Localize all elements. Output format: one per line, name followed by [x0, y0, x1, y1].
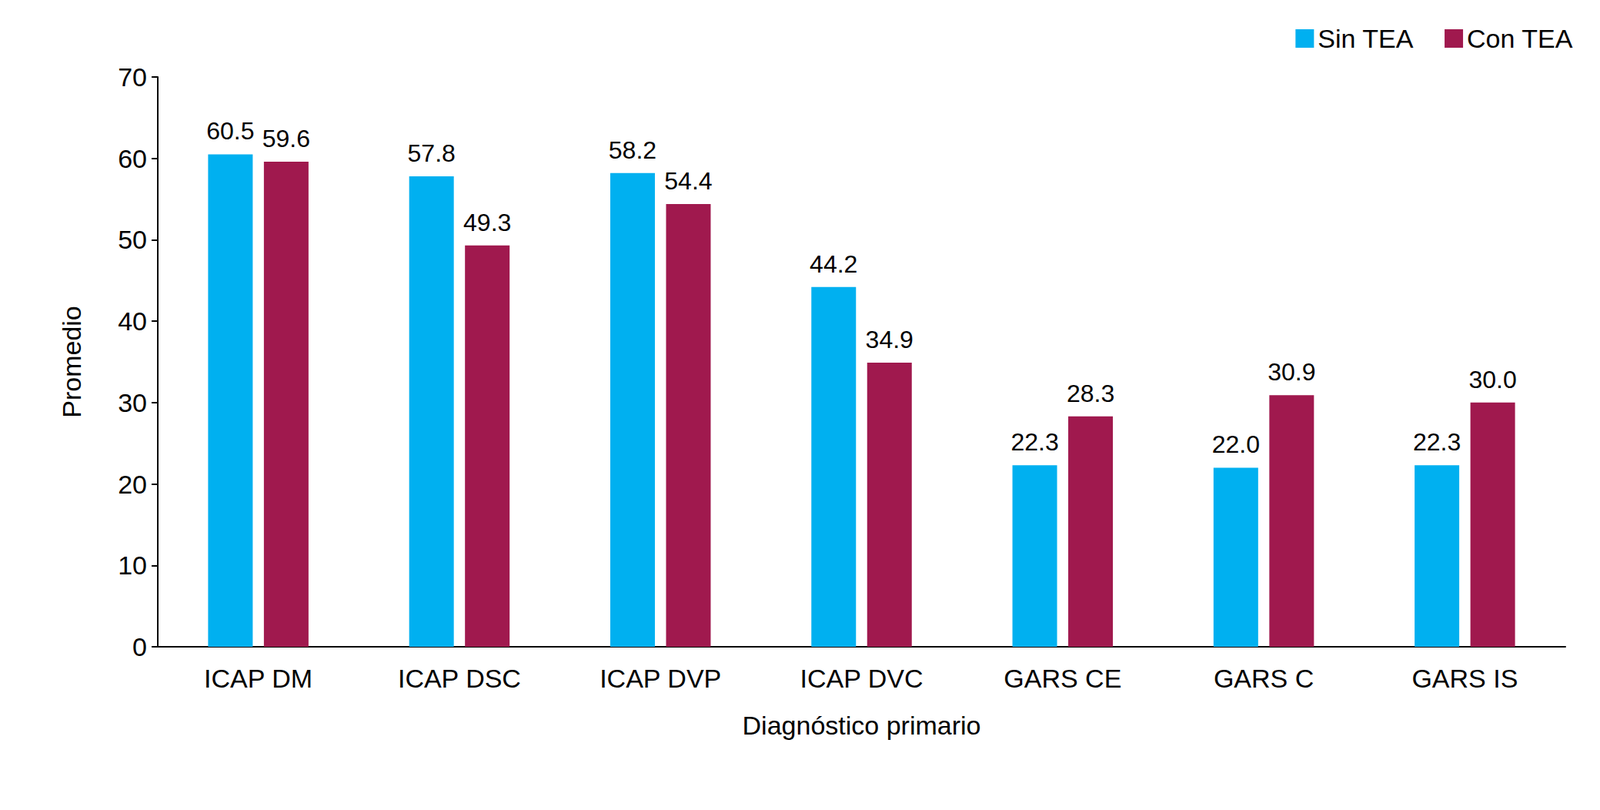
svg-text:ICAP DSC: ICAP DSC — [397, 663, 522, 693]
svg-text:60: 60 — [117, 143, 147, 174]
svg-text:30: 30 — [117, 387, 147, 418]
svg-text:34.9: 34.9 — [865, 325, 914, 354]
svg-text:30.0: 30.0 — [1468, 365, 1517, 394]
svg-text:22.3: 22.3 — [1412, 427, 1461, 456]
svg-text:Con TEA: Con TEA — [1466, 23, 1574, 54]
svg-text:10: 10 — [117, 550, 147, 580]
svg-text:GARS CE: GARS CE — [1003, 663, 1122, 693]
svg-text:44.2: 44.2 — [809, 250, 858, 278]
svg-text:50: 50 — [117, 224, 147, 254]
svg-text:GARS C: GARS C — [1213, 663, 1314, 693]
svg-text:22.3: 22.3 — [1010, 427, 1059, 456]
svg-text:GARS IS: GARS IS — [1411, 663, 1518, 693]
svg-text:Sin TEA: Sin TEA — [1317, 23, 1413, 54]
svg-text:57.8: 57.8 — [407, 139, 456, 168]
svg-text:0: 0 — [132, 631, 147, 662]
svg-text:Diagnóstico primario: Diagnóstico primario — [742, 710, 982, 740]
svg-text:30.9: 30.9 — [1267, 357, 1316, 386]
svg-text:70: 70 — [117, 62, 147, 92]
svg-text:58.2: 58.2 — [608, 136, 657, 164]
svg-text:60.5: 60.5 — [206, 116, 254, 145]
svg-text:ICAP DM: ICAP DM — [203, 663, 313, 693]
svg-text:54.4: 54.4 — [664, 167, 712, 195]
svg-text:ICAP DVP: ICAP DVP — [599, 663, 722, 693]
svg-text:49.3: 49.3 — [463, 208, 512, 237]
svg-text:20: 20 — [117, 469, 147, 499]
svg-text:40: 40 — [117, 306, 147, 336]
svg-text:22.0: 22.0 — [1212, 430, 1260, 458]
svg-text:Promedio: Promedio — [56, 305, 87, 418]
svg-text:28.3: 28.3 — [1066, 379, 1115, 408]
svg-text:ICAP DVC: ICAP DVC — [800, 663, 924, 693]
svg-text:59.6: 59.6 — [262, 124, 311, 153]
